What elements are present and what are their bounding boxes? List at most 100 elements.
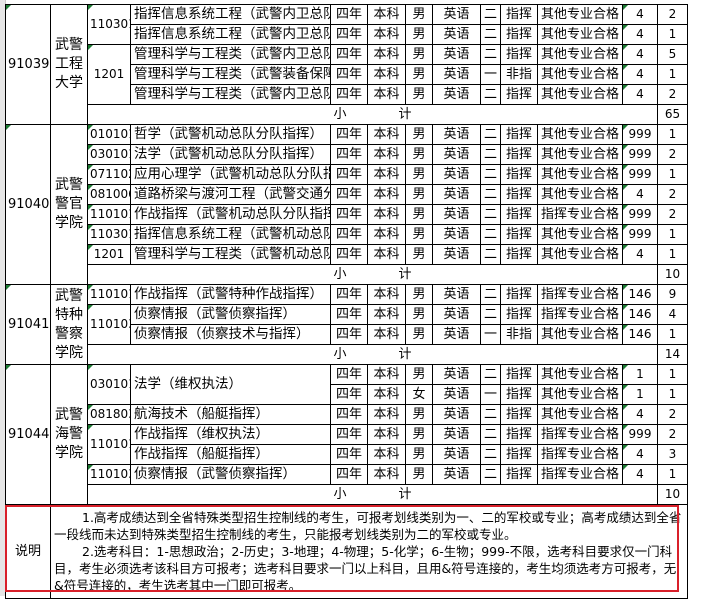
subtotal-label-cell[interactable]: 小计 (87, 484, 658, 505)
major-code-cell[interactable]: 030101 (87, 364, 131, 405)
major-code-cell[interactable]: 110301 (87, 4, 131, 45)
language-cell[interactable]: 英语 (432, 224, 481, 245)
gender-cell[interactable]: 男 (405, 324, 433, 345)
batch-cell[interactable]: 二 (480, 24, 501, 45)
gender-cell[interactable]: 男 (405, 464, 433, 485)
duration-cell[interactable]: 四年 (330, 464, 368, 485)
category-cell[interactable]: 指挥 (500, 144, 538, 165)
degree-level-cell[interactable]: 本科 (367, 4, 406, 25)
requirement-cell[interactable]: 指挥专业合格 (537, 204, 623, 225)
gender-cell[interactable]: 男 (405, 404, 433, 425)
plan-count-cell[interactable]: 1 (657, 24, 688, 45)
gender-cell[interactable]: 男 (405, 44, 433, 65)
requirement-cell[interactable]: 其他专业合格 (537, 4, 623, 25)
batch-cell[interactable]: 二 (480, 4, 501, 25)
major-code-cell[interactable]: 1201 (87, 244, 131, 265)
degree-level-cell[interactable]: 本科 (367, 164, 406, 185)
batch-cell[interactable]: 二 (480, 464, 501, 485)
major-name-cell[interactable]: 管理科学与工程类（武警内卫总队执勤指挥） (130, 44, 331, 65)
category-cell[interactable]: 指挥 (500, 424, 538, 445)
degree-level-cell[interactable]: 本科 (367, 284, 406, 305)
requirement-cell[interactable]: 其他专业合格 (537, 44, 623, 65)
subject-cell[interactable]: 146 (622, 284, 658, 305)
subject-cell[interactable]: 4 (622, 444, 658, 465)
batch-cell[interactable]: 二 (480, 144, 501, 165)
plan-count-cell[interactable]: 1 (657, 164, 688, 185)
category-cell[interactable]: 指挥 (500, 184, 538, 205)
subtotal-label-cell[interactable]: 小计 (87, 264, 658, 285)
duration-cell[interactable]: 四年 (330, 84, 368, 105)
requirement-cell[interactable]: 其他专业合格 (537, 24, 623, 45)
subject-cell[interactable]: 999 (622, 124, 658, 145)
category-cell[interactable]: 指挥 (500, 464, 538, 485)
degree-level-cell[interactable]: 本科 (367, 84, 406, 105)
degree-level-cell[interactable]: 本科 (367, 404, 406, 425)
subject-cell[interactable]: 4 (622, 184, 658, 205)
subtotal-value-cell[interactable]: 10 (657, 264, 688, 285)
major-name-cell[interactable]: 作战指挥（武警特种作战指挥） (130, 284, 331, 305)
degree-level-cell[interactable]: 本科 (367, 184, 406, 205)
degree-level-cell[interactable]: 本科 (367, 464, 406, 485)
subtotal-label-cell[interactable]: 小计 (87, 344, 658, 365)
requirement-cell[interactable]: 其他专业合格 (537, 164, 623, 185)
batch-cell[interactable]: 一 (480, 384, 501, 405)
language-cell[interactable]: 英语 (432, 4, 481, 25)
degree-level-cell[interactable]: 本科 (367, 44, 406, 65)
category-cell[interactable]: 指挥 (500, 24, 538, 45)
major-code-cell[interactable]: 110301 (87, 224, 131, 245)
requirement-cell[interactable]: 其他专业合格 (537, 84, 623, 105)
subject-cell[interactable]: 999 (622, 164, 658, 185)
category-cell[interactable]: 指挥 (500, 204, 538, 225)
gender-cell[interactable]: 男 (405, 164, 433, 185)
duration-cell[interactable]: 四年 (330, 244, 368, 265)
subject-cell[interactable]: 4 (622, 84, 658, 105)
language-cell[interactable]: 英语 (432, 424, 481, 445)
batch-cell[interactable]: 二 (480, 84, 501, 105)
major-code-cell[interactable]: 1201 (87, 44, 131, 105)
category-cell[interactable]: 非指 (500, 64, 538, 85)
gender-cell[interactable]: 男 (405, 364, 433, 385)
plan-count-cell[interactable]: 1 (657, 464, 688, 485)
plan-count-cell[interactable]: 1 (657, 324, 688, 345)
duration-cell[interactable]: 四年 (330, 424, 368, 445)
duration-cell[interactable]: 四年 (330, 144, 368, 165)
degree-level-cell[interactable]: 本科 (367, 324, 406, 345)
major-code-cell[interactable]: 110103 (87, 464, 131, 485)
requirement-cell[interactable]: 其他专业合格 (537, 364, 623, 385)
category-cell[interactable]: 指挥 (500, 444, 538, 465)
degree-level-cell[interactable]: 本科 (367, 424, 406, 445)
batch-cell[interactable]: 二 (480, 404, 501, 425)
language-cell[interactable]: 英语 (432, 24, 481, 45)
plan-count-cell[interactable]: 1 (657, 244, 688, 265)
requirement-cell[interactable]: 其他专业合格 (537, 384, 623, 405)
category-cell[interactable]: 指挥 (500, 404, 538, 425)
plan-count-cell[interactable]: 2 (657, 404, 688, 425)
gender-cell[interactable]: 男 (405, 144, 433, 165)
requirement-cell[interactable]: 其他专业合格 (537, 64, 623, 85)
duration-cell[interactable]: 四年 (330, 64, 368, 85)
duration-cell[interactable]: 四年 (330, 284, 368, 305)
subject-cell[interactable]: 1 (622, 364, 658, 385)
batch-cell[interactable]: 二 (480, 164, 501, 185)
gender-cell[interactable]: 男 (405, 304, 433, 325)
gender-cell[interactable]: 男 (405, 424, 433, 445)
requirement-cell[interactable]: 其他专业合格 (537, 184, 623, 205)
plan-count-cell[interactable]: 1 (657, 384, 688, 405)
requirement-cell[interactable]: 指挥专业合格 (537, 284, 623, 305)
language-cell[interactable]: 英语 (432, 284, 481, 305)
language-cell[interactable]: 英语 (432, 64, 481, 85)
batch-cell[interactable]: 二 (480, 424, 501, 445)
school-code-cell[interactable]: 91044 (5, 364, 51, 505)
duration-cell[interactable]: 四年 (330, 24, 368, 45)
batch-cell[interactable]: 二 (480, 244, 501, 265)
plan-count-cell[interactable]: 2 (657, 204, 688, 225)
major-name-cell[interactable]: 应用心理学（武警机动总队分队指挥） (130, 164, 331, 185)
subject-cell[interactable]: 999 (622, 144, 658, 165)
duration-cell[interactable]: 四年 (330, 124, 368, 145)
gender-cell[interactable]: 男 (405, 444, 433, 465)
major-code-cell[interactable]: 071102 (87, 164, 131, 185)
language-cell[interactable]: 英语 (432, 444, 481, 465)
plan-count-cell[interactable]: 1 (657, 224, 688, 245)
language-cell[interactable]: 英语 (432, 384, 481, 405)
batch-cell[interactable]: 一 (480, 64, 501, 85)
